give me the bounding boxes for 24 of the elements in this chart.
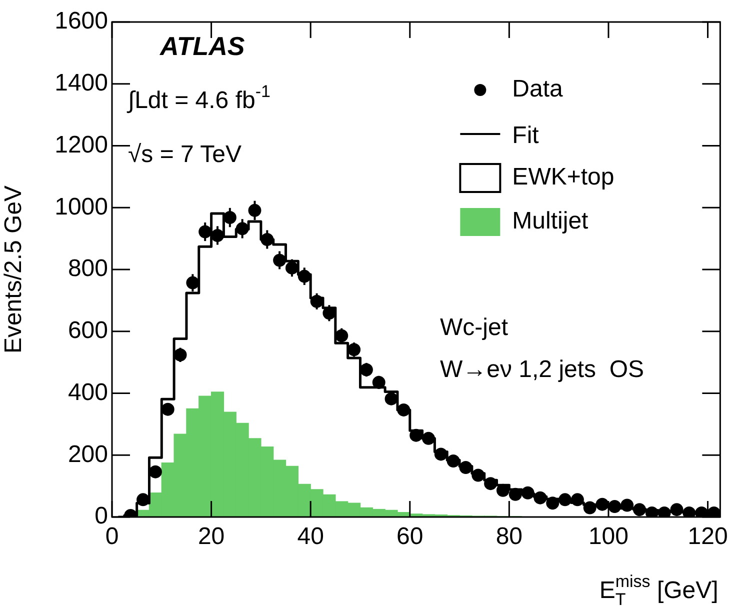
y-axis-title: Events/2.5 GeV bbox=[0, 185, 28, 354]
y-tick-label: 400 bbox=[68, 378, 108, 406]
annotation: √s = 7 TeV bbox=[128, 141, 242, 168]
legend-label: EWK+top bbox=[512, 164, 614, 191]
legend-label: Multijet bbox=[512, 208, 589, 235]
x-tick-label: 100 bbox=[588, 523, 628, 550]
y-tick-label: 0 bbox=[94, 502, 108, 530]
y-tick-label: 1400 bbox=[54, 70, 108, 96]
y-tick-label: 1000 bbox=[54, 193, 108, 220]
annotation: Fit bbox=[512, 122, 540, 149]
y-tick-label: 200 bbox=[68, 440, 108, 468]
annotation: W→eν 1,2 jets OS bbox=[440, 356, 644, 383]
y-tick-label: 800 bbox=[68, 255, 108, 282]
x-tick-label: 120 bbox=[688, 523, 728, 550]
x-tick-label: 40 bbox=[297, 523, 324, 550]
y-tick-label: 1600 bbox=[54, 8, 108, 35]
x-tick-label: 80 bbox=[496, 523, 523, 550]
annotation: Wc-jet bbox=[440, 314, 508, 341]
y-tick-label: 1200 bbox=[54, 131, 108, 158]
legend-label: Data bbox=[512, 76, 564, 103]
x-tick-label: 60 bbox=[396, 523, 424, 550]
y-tick-label: 600 bbox=[68, 317, 108, 344]
annotation: ATLAS bbox=[159, 31, 246, 61]
x-tick-label: 20 bbox=[198, 523, 225, 550]
